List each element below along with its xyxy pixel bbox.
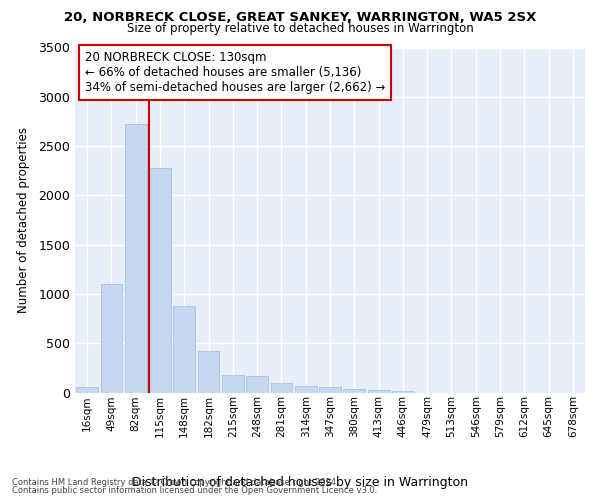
Bar xyxy=(76,387,98,392)
Bar xyxy=(392,390,414,392)
Bar xyxy=(101,284,122,393)
Bar xyxy=(319,387,341,392)
Bar xyxy=(343,388,365,392)
Text: 20, NORBRECK CLOSE, GREAT SANKEY, WARRINGTON, WA5 2SX: 20, NORBRECK CLOSE, GREAT SANKEY, WARRIN… xyxy=(64,11,536,24)
Y-axis label: Number of detached properties: Number of detached properties xyxy=(17,127,30,313)
Bar xyxy=(368,390,389,392)
Bar xyxy=(246,376,268,392)
Bar xyxy=(271,383,292,392)
Text: Distribution of detached houses by size in Warrington: Distribution of detached houses by size … xyxy=(132,476,468,489)
Text: 20 NORBRECK CLOSE: 130sqm
← 66% of detached houses are smaller (5,136)
34% of se: 20 NORBRECK CLOSE: 130sqm ← 66% of detac… xyxy=(85,51,386,94)
Bar xyxy=(295,386,317,392)
Bar xyxy=(197,351,220,393)
Bar xyxy=(149,168,171,392)
Text: Contains HM Land Registry data © Crown copyright and database right 2024.: Contains HM Land Registry data © Crown c… xyxy=(12,478,338,487)
Bar xyxy=(222,375,244,392)
Text: Contains public sector information licensed under the Open Government Licence v3: Contains public sector information licen… xyxy=(12,486,377,495)
Text: Size of property relative to detached houses in Warrington: Size of property relative to detached ho… xyxy=(127,22,473,35)
Bar xyxy=(125,124,146,392)
Bar xyxy=(173,306,195,392)
